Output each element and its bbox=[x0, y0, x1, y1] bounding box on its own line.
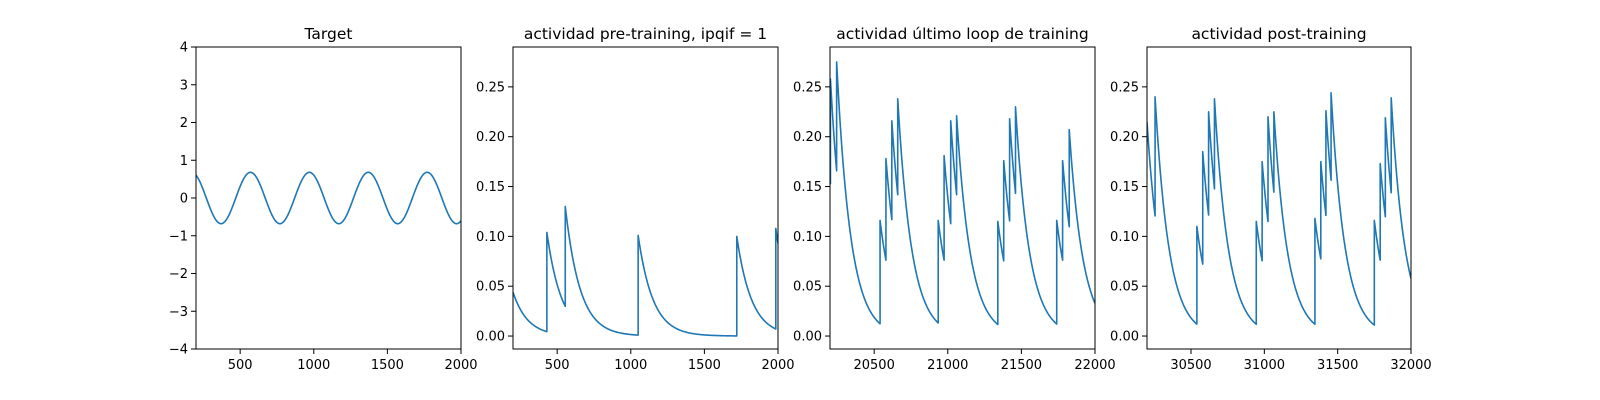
x-tick-label: 2000 bbox=[444, 358, 477, 373]
subplot-3: 20500 21000 21500 22000 0.00 0.05 0.10 0.15 0.20… bbox=[793, 25, 1116, 373]
y-tick-label: 0.15 bbox=[1110, 180, 1139, 195]
y-tick-label: −1 bbox=[169, 229, 188, 244]
y-tick-label: 0.00 bbox=[793, 330, 822, 345]
y-tick-label: 0.00 bbox=[476, 330, 505, 345]
y-tick-label: 0.25 bbox=[793, 80, 822, 95]
y-tick-label: 0.20 bbox=[793, 130, 822, 145]
y-tick-label: 0.15 bbox=[476, 180, 505, 195]
y-tick-label: 0.05 bbox=[476, 280, 505, 295]
y-tick-label: 0.20 bbox=[1110, 130, 1139, 145]
subplot-title: actividad último loop de training bbox=[836, 25, 1088, 43]
y-tick-label: 0.00 bbox=[1110, 330, 1139, 345]
y-tick-label: 0.20 bbox=[476, 130, 505, 145]
y-tick-label: −3 bbox=[169, 305, 188, 320]
y-tick-label: 0.05 bbox=[1110, 280, 1139, 295]
subplot-title: actividad pre-training, ipqif = 1 bbox=[524, 25, 767, 43]
y-tick-label: 0.05 bbox=[793, 280, 822, 295]
y-tick-label: −2 bbox=[169, 267, 188, 282]
x-tick-label: 31500 bbox=[1317, 358, 1358, 373]
axes-frame bbox=[829, 46, 1096, 350]
x-tick-label: 21000 bbox=[927, 358, 968, 373]
x-tick-label: 22000 bbox=[1074, 358, 1115, 373]
subplot-4: 30500 31000 31500 32000 0.00 0.05 0.10 0.15 0.20… bbox=[1110, 25, 1432, 373]
y-tick-label: 0.15 bbox=[793, 180, 822, 195]
x-tick-label: 30500 bbox=[1170, 358, 1211, 373]
x-tick-label: 21500 bbox=[1001, 358, 1042, 373]
x-tick-label: 20500 bbox=[853, 358, 894, 373]
axes-frame bbox=[512, 46, 779, 350]
x-tick-label: 1000 bbox=[614, 358, 647, 373]
y-tick-label: −4 bbox=[169, 343, 188, 358]
subplot-title: actividad post-training bbox=[1191, 25, 1366, 43]
y-tick-label: 0.25 bbox=[476, 80, 505, 95]
x-tick-label: 500 bbox=[228, 358, 253, 373]
x-tick-label: 500 bbox=[545, 358, 570, 373]
series-line-1 bbox=[1147, 92, 1411, 326]
y-tick-label: 0.25 bbox=[1110, 80, 1139, 95]
subplot-2: 500 1000 1500 2000 0.00 0.05 0.10 0.15 0.20 0.25 a… bbox=[476, 25, 795, 373]
x-tick-label: 1000 bbox=[297, 358, 330, 373]
x-tick-label: 1500 bbox=[688, 358, 721, 373]
series-line-1 bbox=[513, 205, 778, 337]
x-tick-label: 1500 bbox=[371, 358, 404, 373]
series-line-1 bbox=[196, 171, 461, 225]
series-line-1 bbox=[830, 61, 1095, 326]
axes-frame bbox=[1146, 46, 1412, 350]
x-tick-label: 32000 bbox=[1390, 358, 1431, 373]
y-tick-label: 0.10 bbox=[476, 230, 505, 245]
y-tick-label: 0 bbox=[180, 192, 188, 207]
y-tick-label: 3 bbox=[180, 78, 188, 93]
x-tick-label: 2000 bbox=[761, 358, 794, 373]
subplot-1: 500 1000 1500 2000 −4 −3 −2 −1 0 1 2 3 4 Target bbox=[169, 25, 478, 373]
y-tick-label: 4 bbox=[180, 41, 188, 56]
subplot-title: Target bbox=[304, 25, 353, 43]
y-tick-label: 2 bbox=[180, 116, 188, 131]
x-tick-label: 31000 bbox=[1244, 358, 1285, 373]
y-tick-label: 0.10 bbox=[793, 230, 822, 245]
y-tick-label: 1 bbox=[180, 154, 188, 169]
y-tick-label: 0.10 bbox=[1110, 230, 1139, 245]
